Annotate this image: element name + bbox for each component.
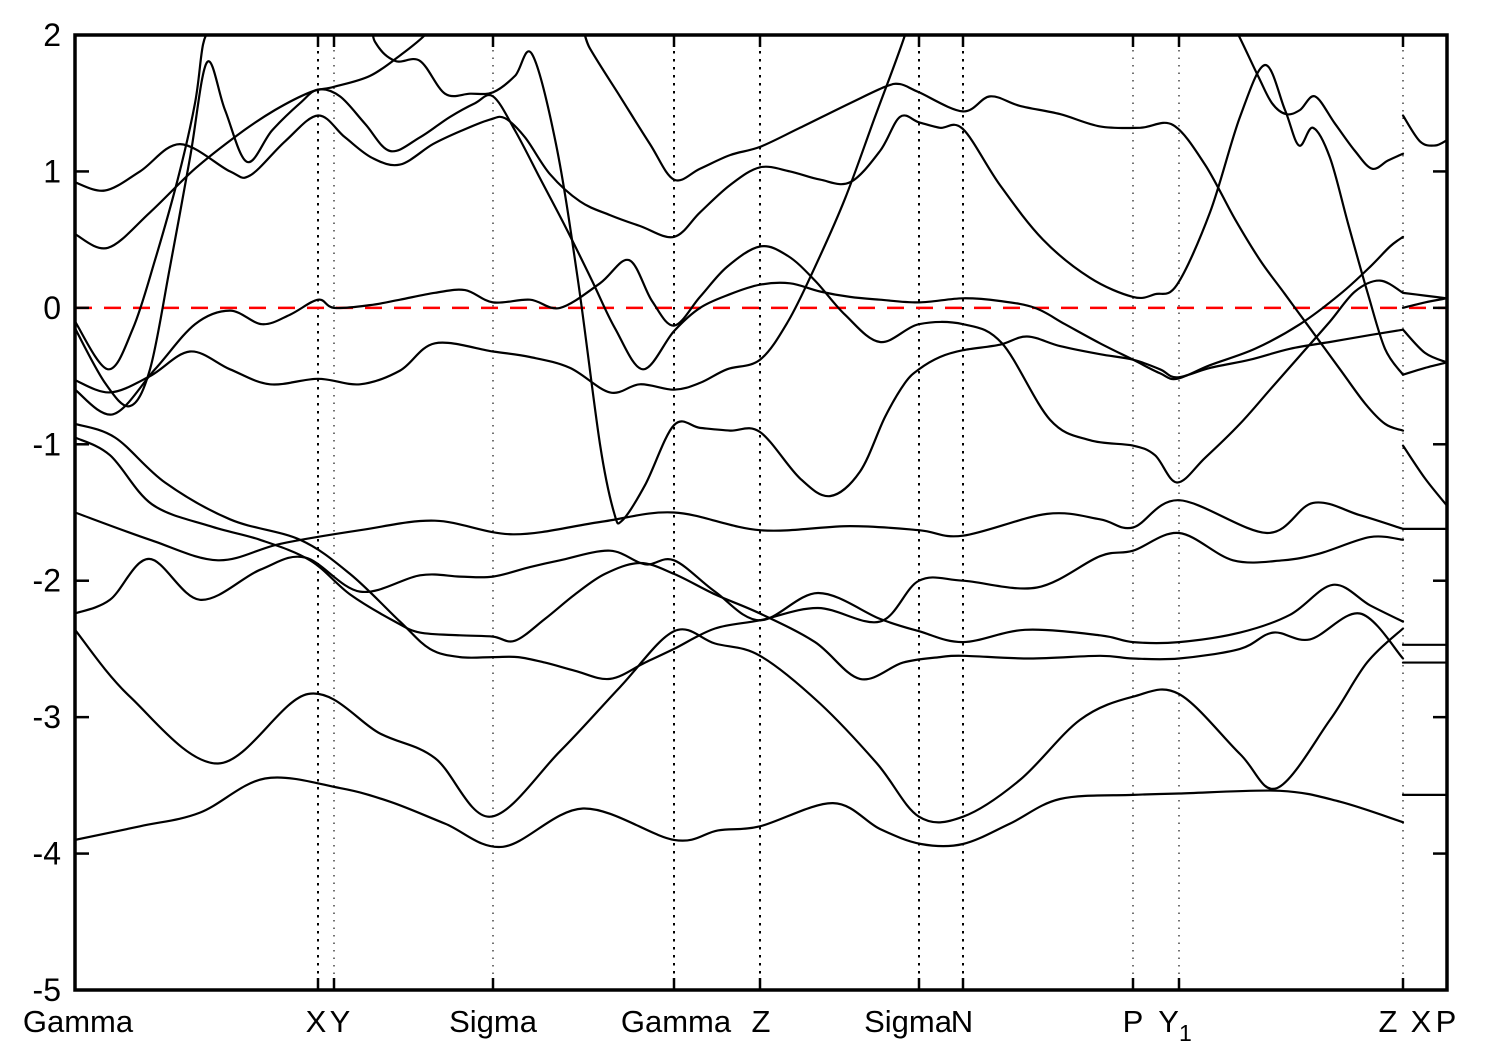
band-curves: [75, 35, 1447, 849]
band-curve: [75, 35, 1405, 394]
band-curve: [75, 776, 1405, 849]
k-point-label: Y1: [1158, 1004, 1191, 1046]
k-point-label: Z: [1379, 1004, 1398, 1039]
k-point-label: X: [306, 1004, 327, 1039]
k-point-label: Gamma: [23, 1004, 134, 1039]
band-curve: [75, 245, 1405, 484]
y-tick-label: -2: [33, 563, 61, 599]
band-curve: [1401, 328, 1447, 364]
k-point-label: Z: [752, 1004, 771, 1039]
y-tick-label: -5: [33, 972, 61, 1008]
k-point-label: P: [1123, 1004, 1144, 1039]
y-tick-label: 2: [43, 17, 61, 53]
band-curve: [75, 63, 1405, 376]
band-curve: [1401, 361, 1447, 376]
k-point-label: Sigma: [864, 1004, 953, 1039]
k-point-label: Y: [330, 1004, 351, 1039]
y-tick-label: -3: [33, 699, 61, 735]
band-curve: [75, 627, 1405, 824]
axis-ticks: [75, 33, 1447, 992]
k-point-label: P: [1436, 1004, 1457, 1039]
y-tick-label: -1: [33, 426, 61, 462]
symmetry-point-gridlines: [317, 35, 1404, 990]
k-point-label: Gamma: [621, 1004, 732, 1039]
plot-border: [73, 33, 1449, 992]
y-axis-labels: 2 1 0 -1 -2 -3 -4 -5: [33, 17, 61, 1008]
y-tick-label: 0: [43, 290, 61, 326]
y-tick-label: 1: [43, 153, 61, 189]
band-curve: [75, 60, 1405, 408]
band-curve: [75, 549, 1405, 645]
band-curve: [1401, 291, 1447, 300]
k-point-label: N: [951, 1004, 973, 1039]
band-curve: [75, 499, 1405, 562]
band-curve: [75, 35, 1405, 525]
band-curve: [75, 35, 1405, 432]
band-curve: [75, 436, 1405, 681]
band-curve: [1401, 114, 1447, 147]
y-tick-label: -4: [33, 836, 61, 872]
k-point-label: X: [1411, 1004, 1432, 1039]
band-curve: [75, 422, 1405, 681]
band-curve: [1401, 297, 1447, 309]
band-curve: [1401, 444, 1447, 507]
k-point-label: Sigma: [449, 1004, 538, 1039]
